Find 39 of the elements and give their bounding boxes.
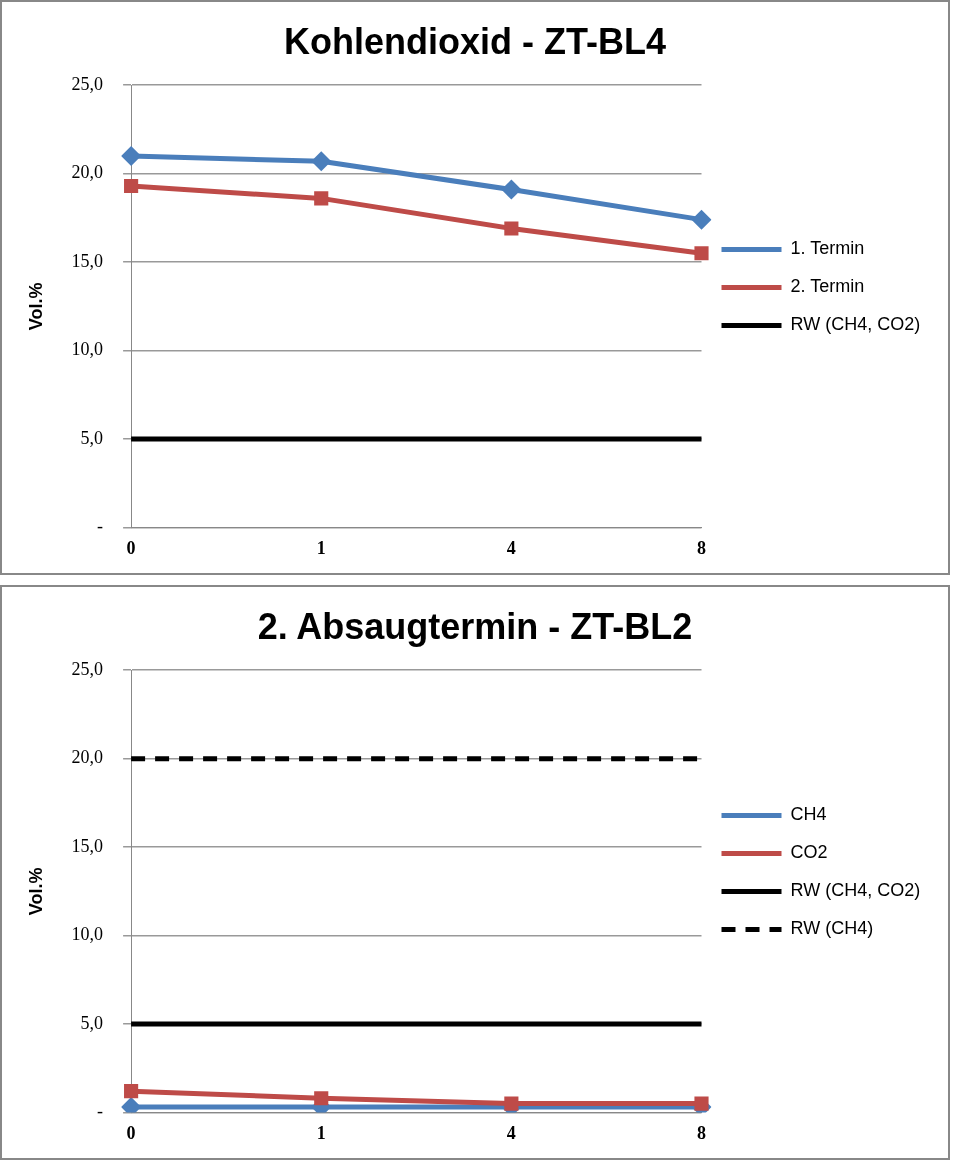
x-tick-label: 8 (697, 537, 706, 558)
y-tick-label: 5,0 (80, 427, 104, 448)
point (311, 151, 332, 172)
point (694, 246, 709, 261)
point (314, 191, 329, 206)
legend-label: RW (CH4) (790, 918, 874, 939)
point (504, 221, 519, 236)
legend-label: RW (CH4, CO2) (790, 880, 921, 901)
legend-label: CH4 (790, 804, 827, 825)
y-tick-label: 5,0 (80, 1012, 104, 1033)
x-tick-label: 4 (506, 1122, 516, 1143)
x-tick-label: 1 (316, 537, 326, 558)
y-tick-label: 15,0 (71, 250, 104, 271)
y-tick-label: 10,0 (71, 339, 104, 360)
legend-label: 2. Termin (790, 276, 865, 297)
y-tick-label: 20,0 (71, 162, 104, 183)
legend-label: RW (CH4, CO2) (790, 314, 921, 335)
y-tick-label: 25,0 (71, 73, 104, 94)
point (501, 179, 522, 200)
y-tick-label: - (97, 516, 104, 537)
legend-label: 1. Termin (790, 238, 865, 259)
chart-title: Kohlendioxid - ZT-BL4 (284, 20, 666, 62)
point (121, 145, 142, 166)
x-tick-label: 1 (316, 1122, 326, 1143)
legend-label: CO2 (790, 842, 828, 863)
x-tick-label: 0 (126, 1122, 136, 1143)
y-axis-title: Vol.% (25, 282, 46, 331)
y-axis-title: Vol.% (25, 867, 46, 916)
y-tick-label: 25,0 (71, 658, 104, 679)
x-tick-label: 4 (506, 537, 516, 558)
y-tick-label: 10,0 (71, 924, 104, 945)
chart-title: 2. Absaugtermin - ZT-BL2 (257, 605, 693, 647)
x-tick-label: 0 (126, 537, 136, 558)
point (691, 209, 712, 230)
point (124, 178, 139, 194)
y-tick-label: 15,0 (71, 835, 104, 856)
y-tick-label: 20,0 (71, 747, 104, 768)
x-tick-label: 8 (697, 1122, 706, 1143)
y-tick-label: - (97, 1101, 104, 1122)
